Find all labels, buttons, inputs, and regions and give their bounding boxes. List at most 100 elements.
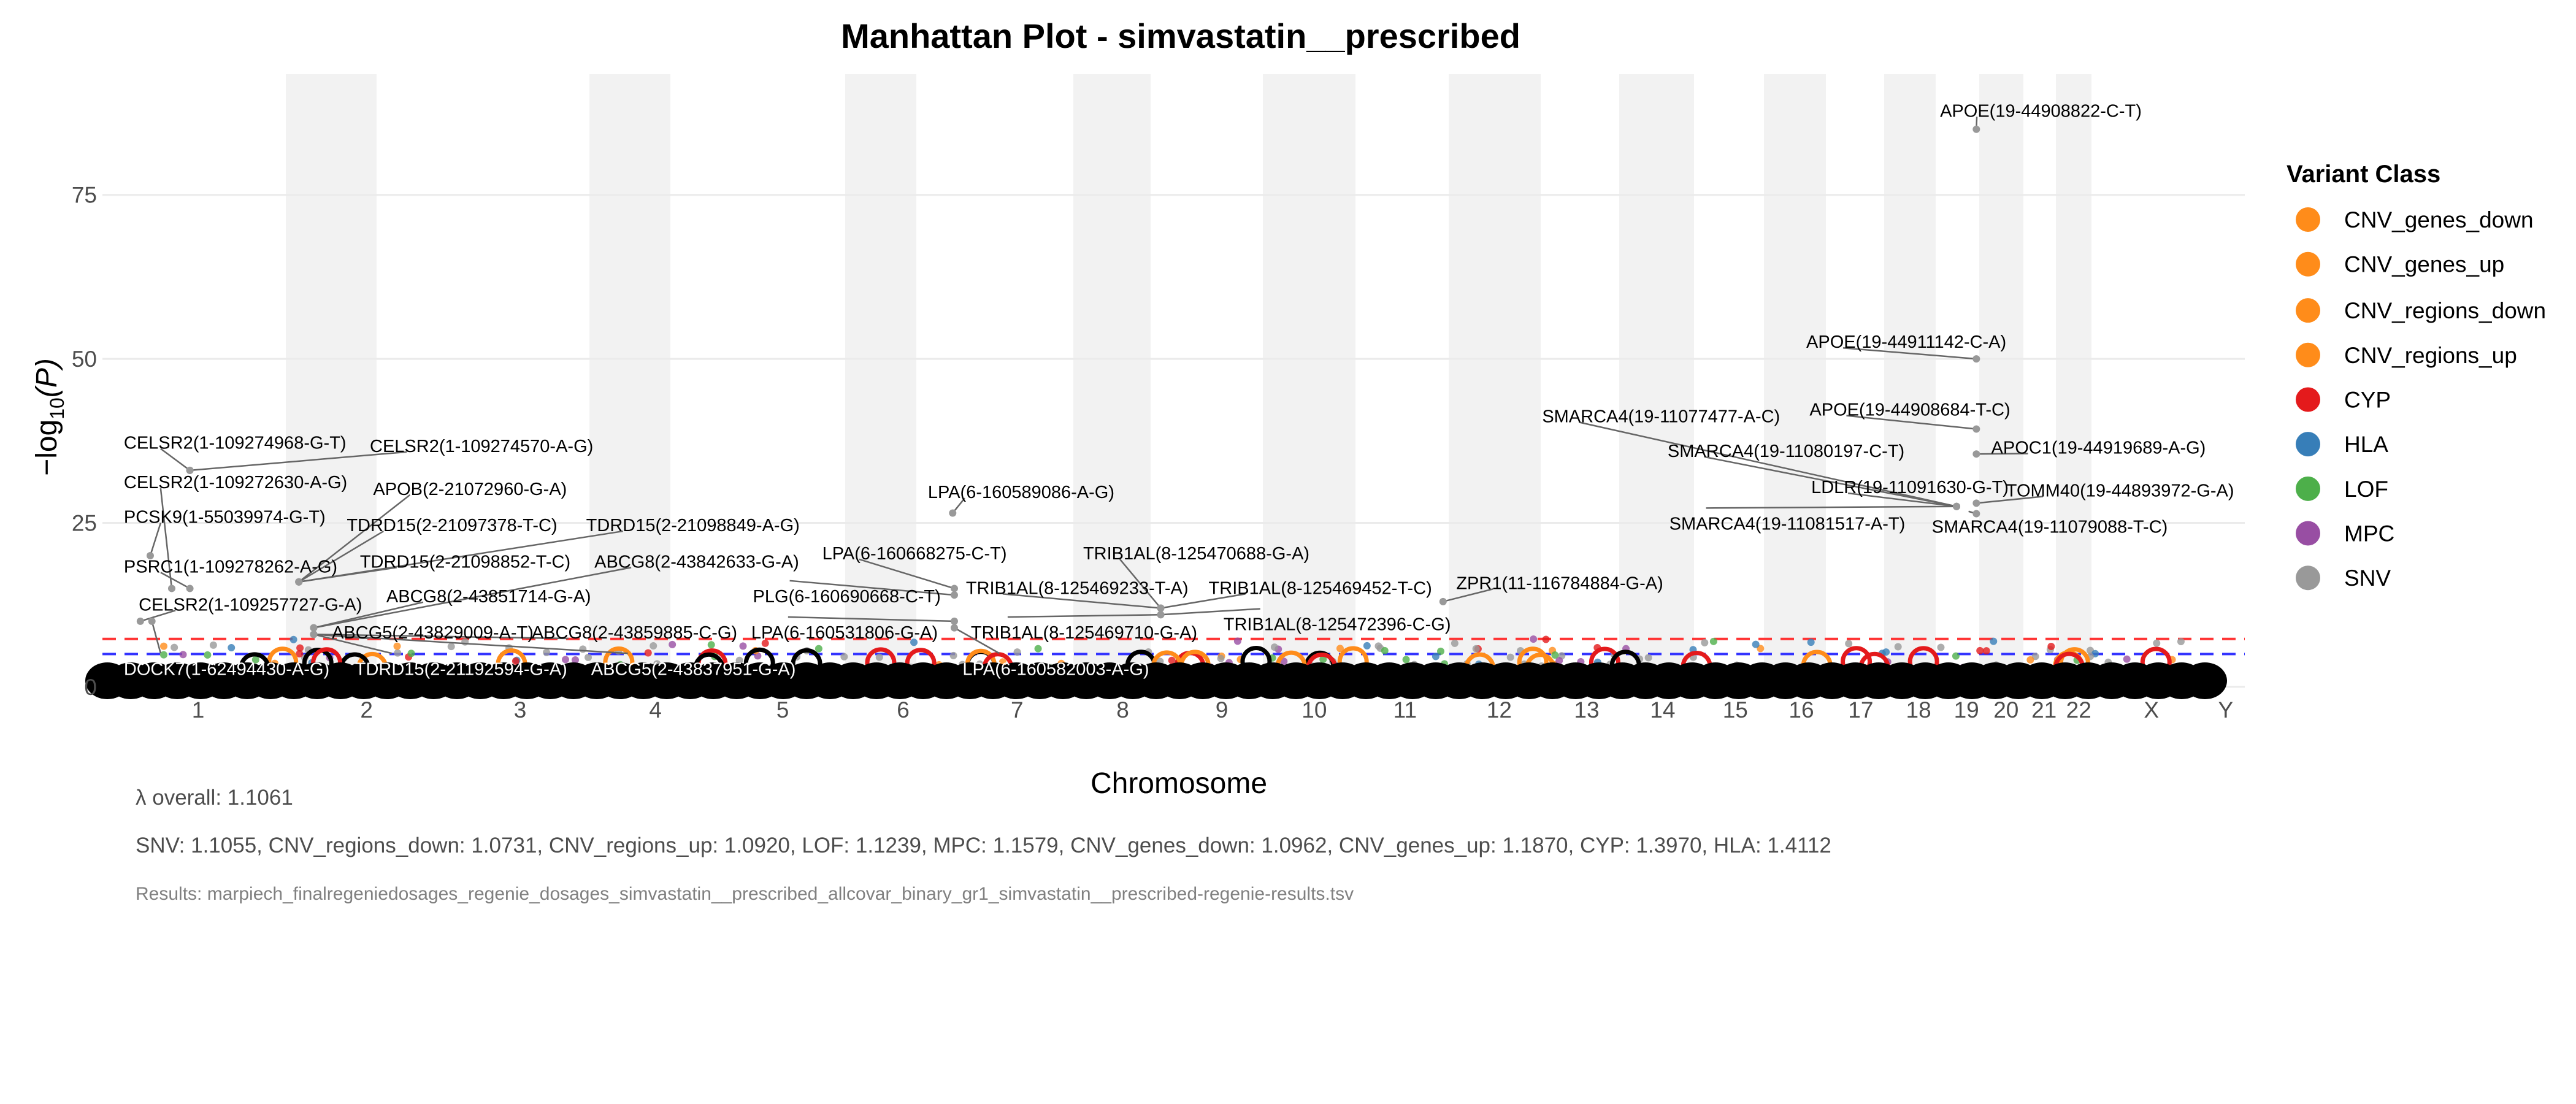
- annotation-leader-line: [313, 567, 632, 629]
- legend-item-label: CYP: [2344, 387, 2391, 412]
- variant-point: [159, 651, 167, 659]
- lambda-by-class: SNV: 1.1055, CNV_regions_down: 1.0731, C…: [136, 834, 1831, 857]
- annotated-variant-point: [1439, 597, 1447, 605]
- legend-swatch-icon: [2296, 251, 2320, 277]
- annotation-label: APOE(19-44908684-T-C): [1809, 401, 2010, 420]
- variant-point-cluster: [2183, 662, 2227, 699]
- annotation-label: TRIB1AL(8-125472396-C-G): [1224, 615, 1451, 635]
- variant-point: [2153, 639, 2161, 647]
- variant-point: [1402, 656, 1410, 664]
- variant-point: [1644, 654, 1652, 662]
- legend-item-label: CNV_genes_down: [2344, 207, 2534, 232]
- variant-point: [1472, 645, 1480, 653]
- annotation-label: APOE(19-44911142-C-A): [1806, 332, 2006, 352]
- legend-swatch-icon: [2296, 342, 2320, 367]
- x-tick-label: 16: [1788, 697, 1814, 723]
- legend-swatch-icon: [2296, 521, 2320, 546]
- annotation-label: CELSR2(1-109272630-A-G): [124, 473, 347, 493]
- annotated-variant-point: [1953, 502, 1961, 510]
- x-tick-label: 6: [897, 697, 910, 723]
- annotation-leader-line: [1704, 456, 1957, 507]
- x-tick-label: 4: [649, 697, 662, 723]
- x-axis-ticks: 1 2 3 4 5 6 7 8 9 10 11 12 13 14 15 16 17 18 19 20 21 22 X Y: [192, 697, 2233, 723]
- annotation-leader-line: [789, 580, 955, 596]
- variant-point: [512, 657, 519, 665]
- legend-swatch-icon: [2296, 432, 2320, 457]
- annotated-variant-point: [1972, 355, 1980, 363]
- x-tick-label: 15: [1723, 697, 1748, 723]
- variant-point: [1542, 635, 1550, 643]
- annotation-label: CELSR2(1-109257727-G-A): [139, 595, 362, 615]
- annotation-leaders: [140, 117, 2043, 654]
- variant-point: [1437, 647, 1445, 655]
- annotation-label: ABCG5(2-43829009-A-T): [332, 623, 534, 643]
- annotation-leader-line: [1160, 593, 1246, 609]
- variant-point: [296, 650, 304, 657]
- annotated-variant-point: [1157, 604, 1165, 612]
- variant-point: [1752, 640, 1760, 648]
- annotation-label: LPA(6-160589086-A-G): [928, 483, 1114, 502]
- variant-point: [1506, 653, 1514, 661]
- x-tick-label: 13: [1574, 697, 1599, 723]
- x-tick-label: 12: [1487, 697, 1512, 723]
- variant-point: [949, 651, 957, 659]
- annotated-variant-point: [1972, 125, 1980, 133]
- variant-point: [571, 656, 579, 664]
- annotation-leader-line: [1119, 559, 1162, 609]
- variant-point: [251, 656, 259, 664]
- annotation-leader-line: [298, 494, 411, 583]
- x-tick-label: 21: [2031, 697, 2057, 723]
- annotated-variant-point: [146, 551, 154, 559]
- legend-swatch-icon: [2296, 298, 2320, 323]
- variant-point: [1451, 639, 1459, 647]
- variant-point: [875, 653, 883, 661]
- variant-point: [407, 650, 415, 657]
- annotation-label: TDRD15(2-21192594-G-A): [355, 659, 567, 679]
- variant-point: [1757, 645, 1765, 653]
- variant-point: [1555, 657, 1563, 665]
- chromosome-band: [589, 74, 670, 693]
- variant-point: [228, 644, 236, 652]
- annotation-label: SMARCA4(19-11080197-C-T): [1668, 442, 1904, 461]
- variant-point: [1168, 656, 1176, 664]
- legend-swatch-icon: [2296, 476, 2320, 501]
- annotation-leader-line: [151, 621, 162, 654]
- variant-point: [650, 642, 657, 650]
- chromosome-bands: [286, 74, 2091, 693]
- x-tick-label: Y: [2218, 697, 2233, 723]
- annotation-label: LDLR(19-11091630-G-T): [1811, 478, 2009, 497]
- variant-point: [289, 635, 297, 643]
- chromosome-band: [1764, 74, 1826, 693]
- x-tick-label: 3: [514, 697, 527, 723]
- annotated-variant-point: [950, 624, 958, 632]
- annotation-leader-line: [1160, 608, 1260, 616]
- variant-point: [1270, 643, 1278, 651]
- legend-swatch-icon: [2296, 565, 2320, 591]
- annotated-variant-point: [1157, 611, 1165, 619]
- annotation-label: LPA(6-160582003-A-G): [962, 659, 1149, 679]
- annotation-label: TRIB1AL(8-125470688-G-A): [1083, 544, 1309, 564]
- annotation-label: TDRD15(2-21097378-T-C): [347, 516, 557, 535]
- variant-point: [159, 642, 167, 650]
- variant-point: [840, 653, 848, 661]
- variant-point: [815, 645, 822, 653]
- background-points: [85, 635, 2227, 699]
- annotation-label: ABCG5(2-43837951-G-A): [591, 659, 796, 679]
- annotated-variant-point: [295, 578, 303, 586]
- annotated-variant-point: [136, 617, 144, 625]
- variant-point: [561, 656, 569, 664]
- variant-point: [1013, 648, 1021, 656]
- annotation-label: APOB(2-21072960-G-A): [373, 480, 567, 499]
- annotation-label: TRIB1AL(8-125469233-T-A): [966, 578, 1189, 598]
- x-tick-label: 20: [1993, 697, 2018, 723]
- annotated-variant-point: [310, 631, 318, 638]
- annotation-label: TDRD15(2-21098852-T-C): [360, 552, 570, 572]
- annotation-leader-line: [160, 448, 191, 471]
- variant-point: [2047, 642, 2055, 650]
- chromosome-band: [1263, 74, 1355, 693]
- annotated-variant-point: [950, 617, 958, 625]
- variant-point: [644, 649, 652, 657]
- legend-swatch-icon: [2296, 387, 2320, 412]
- annotation-label: SMARCA4(19-11077477-A-C): [1542, 407, 1780, 426]
- variant-point: [1952, 652, 1960, 660]
